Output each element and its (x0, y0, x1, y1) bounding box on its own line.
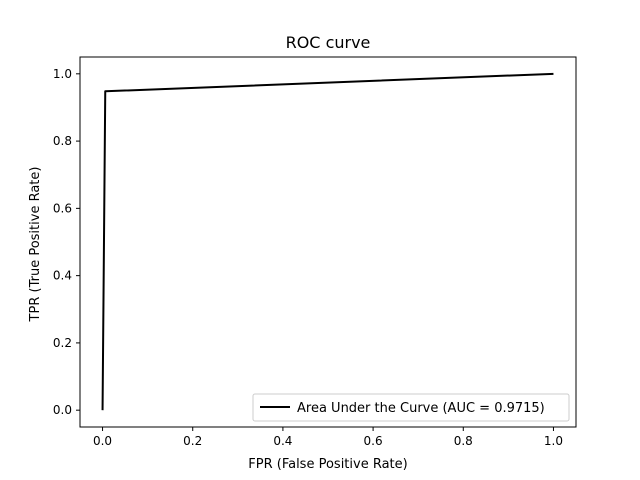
plot-frame (79, 56, 577, 428)
y-tick-label: 0.2 (53, 336, 72, 350)
plot-area (79, 56, 577, 428)
legend-box (252, 393, 570, 422)
y-tick-label: 0.4 (53, 269, 72, 283)
y-tick-label: 1.0 (53, 67, 72, 81)
x-tick-label: 0.0 (93, 434, 112, 448)
x-tick-label: 0.4 (273, 434, 292, 448)
x-tick-label: 1.0 (544, 434, 563, 448)
x-tick-label: 0.8 (454, 434, 473, 448)
x-tick-label: 0.2 (183, 434, 202, 448)
x-tick-label: 0.6 (364, 434, 383, 448)
roc-curve-line-0 (101, 72, 554, 411)
x-axis-label: FPR (False Positive Rate) (248, 457, 407, 472)
y-tick-label: 0.8 (53, 134, 72, 148)
legend-label: Area Under the Curve (AUC = 0.9715) (297, 401, 545, 416)
legend: Area Under the Curve (AUC = 0.9715) (252, 393, 570, 422)
y-tick-label: 0.0 (53, 403, 72, 417)
y-axis-label: TPR (True Positive Rate) (28, 167, 43, 323)
axis-ticks: 0.0 0.2 0.4 0.6 0.8 1.0 0.0 0.2 0.4 0.6 0.8 1.0 (53, 67, 563, 448)
y-tick-label: 0.6 (53, 201, 72, 215)
chart-title: ROC curve (286, 33, 371, 52)
